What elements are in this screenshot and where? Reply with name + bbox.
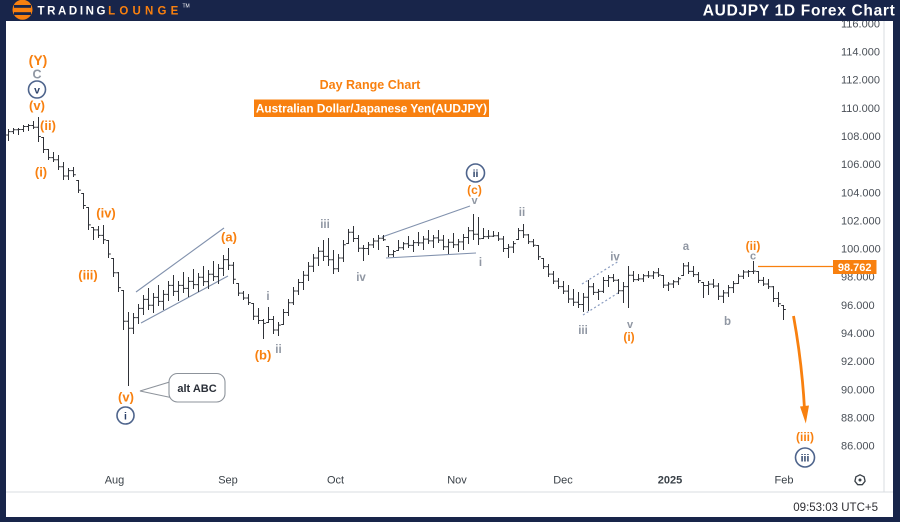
svg-text:98.762: 98.762 <box>838 262 872 274</box>
svg-text:Dec: Dec <box>553 475 573 487</box>
svg-text:(i): (i) <box>623 330 634 344</box>
svg-text:Nov: Nov <box>447 475 467 487</box>
svg-text:i: i <box>124 410 127 422</box>
svg-text:Day Range Chart: Day Range Chart <box>320 78 422 92</box>
svg-text:TM: TM <box>183 4 190 10</box>
svg-text:(iii): (iii) <box>78 268 98 283</box>
svg-text:102.000: 102.000 <box>841 215 881 227</box>
svg-text:v: v <box>627 319 634 331</box>
svg-text:86.000: 86.000 <box>841 441 875 453</box>
svg-text:ii: ii <box>473 168 479 180</box>
svg-text:(Y): (Y) <box>29 52 48 68</box>
svg-text:Sep: Sep <box>218 475 238 487</box>
svg-text:a: a <box>683 241 690 253</box>
svg-text:Feb: Feb <box>775 475 794 487</box>
svg-text:(c): (c) <box>467 183 482 197</box>
svg-text:iv: iv <box>610 252 620 264</box>
svg-text:98.000: 98.000 <box>841 272 875 284</box>
svg-text:ii: ii <box>519 207 525 219</box>
svg-text:TRADINGLOUNGE: TRADINGLOUNGE <box>38 6 183 18</box>
svg-text:(b): (b) <box>255 348 272 363</box>
svg-text:106.000: 106.000 <box>841 159 881 171</box>
svg-text:94.000: 94.000 <box>841 328 875 340</box>
svg-text:C: C <box>32 68 41 82</box>
svg-text:(ii): (ii) <box>746 239 761 253</box>
svg-text:b: b <box>724 316 731 328</box>
svg-text:(v): (v) <box>29 98 45 113</box>
svg-text:100.000: 100.000 <box>841 244 881 256</box>
svg-text:alt ABC: alt ABC <box>177 383 216 395</box>
svg-text:ii: ii <box>275 344 281 356</box>
svg-text:(iii): (iii) <box>796 430 814 444</box>
svg-text:112.000: 112.000 <box>841 75 880 87</box>
svg-text:v: v <box>34 84 40 96</box>
svg-text:90.000: 90.000 <box>841 384 875 396</box>
svg-text:AUDJPY 1D Forex Chart: AUDJPY 1D Forex Chart <box>703 3 896 20</box>
svg-text:c: c <box>750 251 756 263</box>
svg-text:108.000: 108.000 <box>841 131 881 143</box>
svg-text:114.000: 114.000 <box>841 47 880 59</box>
svg-text:96.000: 96.000 <box>841 300 875 312</box>
svg-text:i: i <box>479 257 482 269</box>
svg-text:110.000: 110.000 <box>841 103 880 115</box>
svg-text:2025: 2025 <box>658 475 682 487</box>
svg-text:(iv): (iv) <box>96 206 116 221</box>
svg-text:(ii): (ii) <box>40 118 56 133</box>
svg-text:i: i <box>266 291 269 303</box>
svg-text:Aug: Aug <box>105 475 125 487</box>
svg-text:iii: iii <box>578 325 588 337</box>
svg-text:(a): (a) <box>221 230 237 245</box>
svg-text:88.000: 88.000 <box>841 413 875 425</box>
svg-text:(i): (i) <box>35 165 47 180</box>
svg-text:116.000: 116.000 <box>841 18 880 30</box>
svg-text:Oct: Oct <box>327 475 344 487</box>
svg-text:iv: iv <box>356 272 366 284</box>
svg-text:104.000: 104.000 <box>841 187 881 199</box>
svg-text:v: v <box>471 195 478 207</box>
svg-text:09:53:03 UTC+5: 09:53:03 UTC+5 <box>793 502 878 514</box>
svg-text:iii: iii <box>801 452 810 464</box>
svg-text:iii: iii <box>320 219 330 231</box>
svg-text:(v): (v) <box>118 390 134 405</box>
svg-text:92.000: 92.000 <box>841 356 875 368</box>
svg-text:Australian Dollar/Japanese Yen: Australian Dollar/Japanese Yen(AUDJPY) <box>256 102 487 116</box>
